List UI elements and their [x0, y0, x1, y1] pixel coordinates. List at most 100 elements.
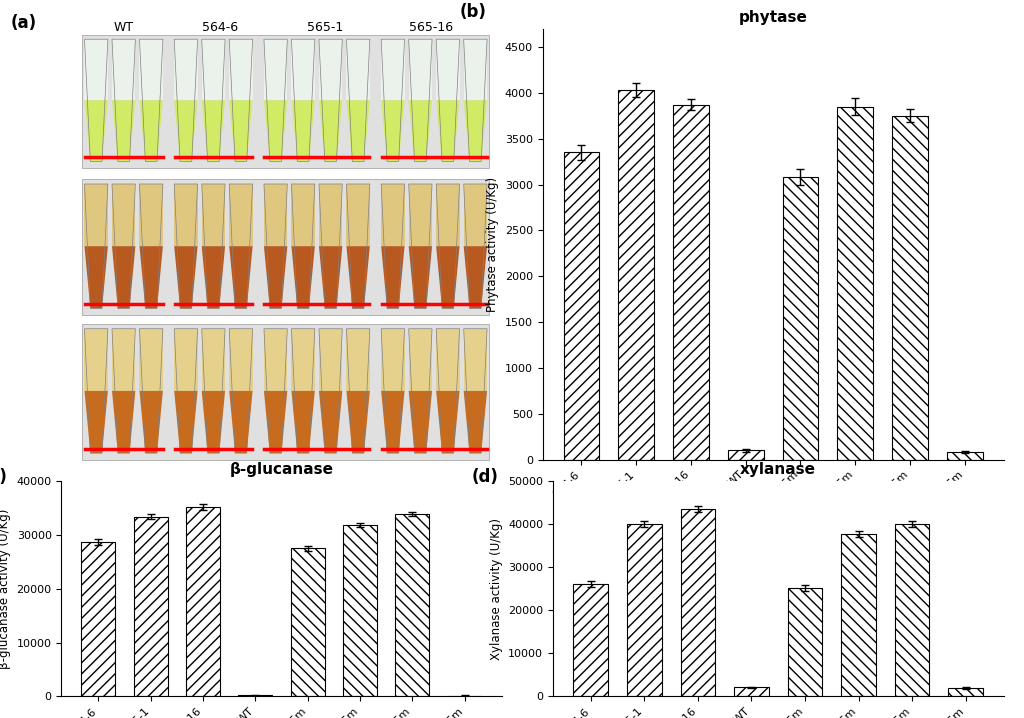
Polygon shape [85, 391, 108, 453]
FancyBboxPatch shape [436, 39, 460, 101]
Polygon shape [229, 391, 253, 453]
Polygon shape [229, 101, 253, 162]
Bar [573, 584, 608, 696]
Text: (c): (c) [0, 468, 7, 486]
FancyBboxPatch shape [82, 180, 489, 315]
FancyBboxPatch shape [346, 39, 370, 101]
Bar [782, 177, 818, 460]
FancyBboxPatch shape [264, 184, 288, 246]
FancyBboxPatch shape [112, 329, 135, 391]
Polygon shape [202, 246, 225, 309]
Polygon shape [174, 246, 198, 309]
Polygon shape [174, 101, 198, 162]
FancyBboxPatch shape [264, 39, 288, 101]
Bar [681, 509, 716, 696]
Polygon shape [292, 246, 314, 309]
Bar [787, 588, 822, 696]
FancyBboxPatch shape [409, 39, 432, 101]
Bar [728, 450, 764, 460]
FancyBboxPatch shape [112, 39, 135, 101]
Polygon shape [202, 101, 225, 162]
Polygon shape [346, 246, 370, 309]
FancyBboxPatch shape [318, 39, 342, 101]
Bar [82, 542, 116, 696]
FancyBboxPatch shape [82, 325, 489, 460]
FancyBboxPatch shape [409, 184, 432, 246]
Polygon shape [381, 101, 404, 162]
Bar [186, 507, 220, 696]
FancyBboxPatch shape [85, 184, 108, 246]
Text: (a): (a) [10, 14, 37, 32]
FancyBboxPatch shape [436, 329, 460, 391]
Polygon shape [174, 391, 198, 453]
Bar [734, 687, 769, 696]
FancyBboxPatch shape [292, 39, 314, 101]
Text: (b): (b) [460, 3, 486, 21]
FancyBboxPatch shape [464, 184, 487, 246]
Y-axis label: Phytase activity (U/Kg): Phytase activity (U/Kg) [486, 177, 500, 312]
Polygon shape [318, 101, 342, 162]
Bar [239, 695, 272, 696]
Text: 564-6: 564-6 [202, 21, 238, 34]
Bar [948, 688, 983, 696]
FancyBboxPatch shape [381, 39, 404, 101]
Polygon shape [409, 246, 432, 309]
FancyBboxPatch shape [464, 39, 487, 101]
Bar [395, 514, 429, 696]
Bar [838, 107, 873, 460]
Polygon shape [264, 101, 288, 162]
Title: phytase: phytase [738, 10, 808, 25]
Polygon shape [139, 391, 163, 453]
Polygon shape [346, 101, 370, 162]
Polygon shape [436, 101, 460, 162]
Bar [343, 525, 377, 696]
Bar [895, 524, 930, 696]
Polygon shape [139, 246, 163, 309]
FancyBboxPatch shape [229, 184, 253, 246]
FancyBboxPatch shape [229, 329, 253, 391]
Bar [618, 90, 654, 460]
FancyBboxPatch shape [85, 39, 108, 101]
Polygon shape [464, 246, 487, 309]
Text: 565-1: 565-1 [307, 21, 344, 34]
Polygon shape [112, 391, 135, 453]
FancyBboxPatch shape [346, 184, 370, 246]
FancyBboxPatch shape [229, 39, 253, 101]
FancyBboxPatch shape [381, 184, 404, 246]
FancyBboxPatch shape [82, 34, 489, 168]
Polygon shape [292, 391, 314, 453]
FancyBboxPatch shape [292, 184, 314, 246]
FancyBboxPatch shape [85, 329, 108, 391]
FancyBboxPatch shape [464, 329, 487, 391]
Polygon shape [139, 101, 163, 162]
FancyBboxPatch shape [174, 184, 198, 246]
Polygon shape [85, 101, 108, 162]
FancyBboxPatch shape [139, 329, 163, 391]
Bar [841, 534, 876, 696]
Y-axis label: Xylanase activity (U/Kg): Xylanase activity (U/Kg) [489, 518, 503, 660]
FancyBboxPatch shape [174, 329, 198, 391]
Bar [892, 116, 928, 460]
Title: xylanase: xylanase [740, 462, 816, 477]
FancyBboxPatch shape [346, 329, 370, 391]
Polygon shape [381, 246, 404, 309]
FancyBboxPatch shape [139, 184, 163, 246]
Bar [947, 452, 983, 460]
Polygon shape [346, 391, 370, 453]
Bar [291, 549, 325, 696]
Bar [563, 152, 599, 460]
Polygon shape [229, 246, 253, 309]
FancyBboxPatch shape [409, 329, 432, 391]
Polygon shape [436, 246, 460, 309]
Polygon shape [85, 246, 108, 309]
FancyBboxPatch shape [381, 329, 404, 391]
Polygon shape [202, 391, 225, 453]
Polygon shape [409, 391, 432, 453]
Text: WT: WT [114, 21, 133, 34]
Polygon shape [292, 101, 314, 162]
Bar [627, 524, 662, 696]
FancyBboxPatch shape [112, 184, 135, 246]
Text: 565-16: 565-16 [410, 21, 454, 34]
Polygon shape [464, 391, 487, 453]
Polygon shape [112, 101, 135, 162]
